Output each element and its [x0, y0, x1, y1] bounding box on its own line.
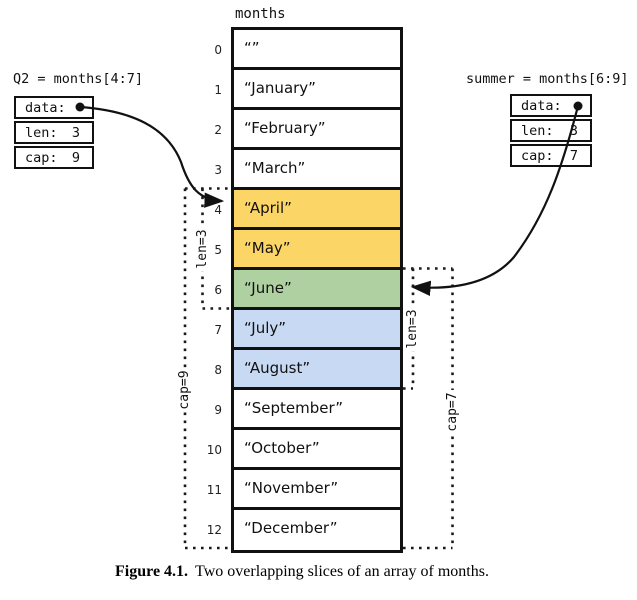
array-index-4: 4 — [214, 203, 222, 217]
array-cell-9: “September” — [234, 390, 400, 430]
array-index-0: 0 — [214, 43, 222, 57]
field-name: data: — [521, 97, 562, 114]
field-value: 9 — [71, 149, 80, 166]
array-cell-12: “December” — [234, 510, 400, 550]
array-cell-0: “” — [234, 30, 400, 70]
field-value: 7 — [569, 147, 578, 164]
array-index-8: 8 — [214, 363, 222, 377]
months-array-title: months — [235, 6, 286, 22]
array-cell-10: “October” — [234, 430, 400, 470]
array-index-1: 1 — [214, 83, 222, 97]
summer-slice-box: data: len: 3 cap: 7 — [510, 94, 592, 169]
summer-cap-bracket-label: cap=7 — [443, 390, 462, 434]
q2-field-row-cap: cap: 9 — [14, 146, 94, 169]
months-array: “” “January” “February” “March” “April” “May”… — [231, 27, 403, 553]
array-index-12: 12 — [206, 523, 222, 537]
caption-label: Figure 4.1. — [115, 563, 189, 580]
q2-field-row-len: len: 3 — [14, 121, 94, 144]
array-cell-5: “May” — [234, 230, 400, 270]
field-name: len: — [521, 122, 554, 139]
array-cell-1: “January” — [234, 70, 400, 110]
q2-cap-bracket-label: cap=9 — [176, 368, 194, 412]
q2-len-bracket-label: len=3 — [193, 227, 212, 271]
field-name: cap: — [521, 147, 554, 164]
array-cell-8: “August” — [234, 350, 400, 390]
summer-slice-label: summer = months[6:9] — [466, 71, 629, 87]
array-index-6: 6 — [214, 283, 222, 297]
array-index-10: 10 — [206, 443, 222, 457]
summer-field-row-data: data: — [510, 94, 592, 117]
array-index-5: 5 — [214, 243, 222, 257]
summer-len-bracket-label: len=3 — [404, 307, 422, 351]
array-index-11: 11 — [206, 483, 222, 497]
array-index-9: 9 — [214, 403, 222, 417]
array-index-2: 2 — [214, 123, 222, 137]
array-index-7: 7 — [214, 323, 222, 337]
q2-field-row-data: data: — [14, 96, 94, 119]
array-index-3: 3 — [214, 163, 222, 177]
field-name: cap: — [25, 149, 58, 166]
field-name: len: — [25, 124, 58, 141]
summer-field-row-len: len: 3 — [510, 119, 592, 142]
q2-slice-box: data: len: 3 cap: 9 — [14, 96, 94, 171]
array-cell-7: “July” — [234, 310, 400, 350]
field-name: data: — [25, 99, 66, 116]
array-cell-3: “March” — [234, 150, 400, 190]
figure-caption: Figure 4.1. Two overlapping slices of an … — [0, 563, 604, 581]
field-value: 3 — [71, 124, 80, 141]
array-cell-4: “April” — [234, 190, 400, 230]
field-value: 3 — [569, 122, 578, 139]
array-cell-2: “February” — [234, 110, 400, 150]
array-cell-11: “November” — [234, 470, 400, 510]
array-cell-6: “June” — [234, 270, 400, 310]
summer-field-row-cap: cap: 7 — [510, 144, 592, 167]
q2-slice-label: Q2 = months[4:7] — [13, 71, 144, 87]
caption-text: Two overlapping slices of an array of mo… — [195, 563, 489, 580]
